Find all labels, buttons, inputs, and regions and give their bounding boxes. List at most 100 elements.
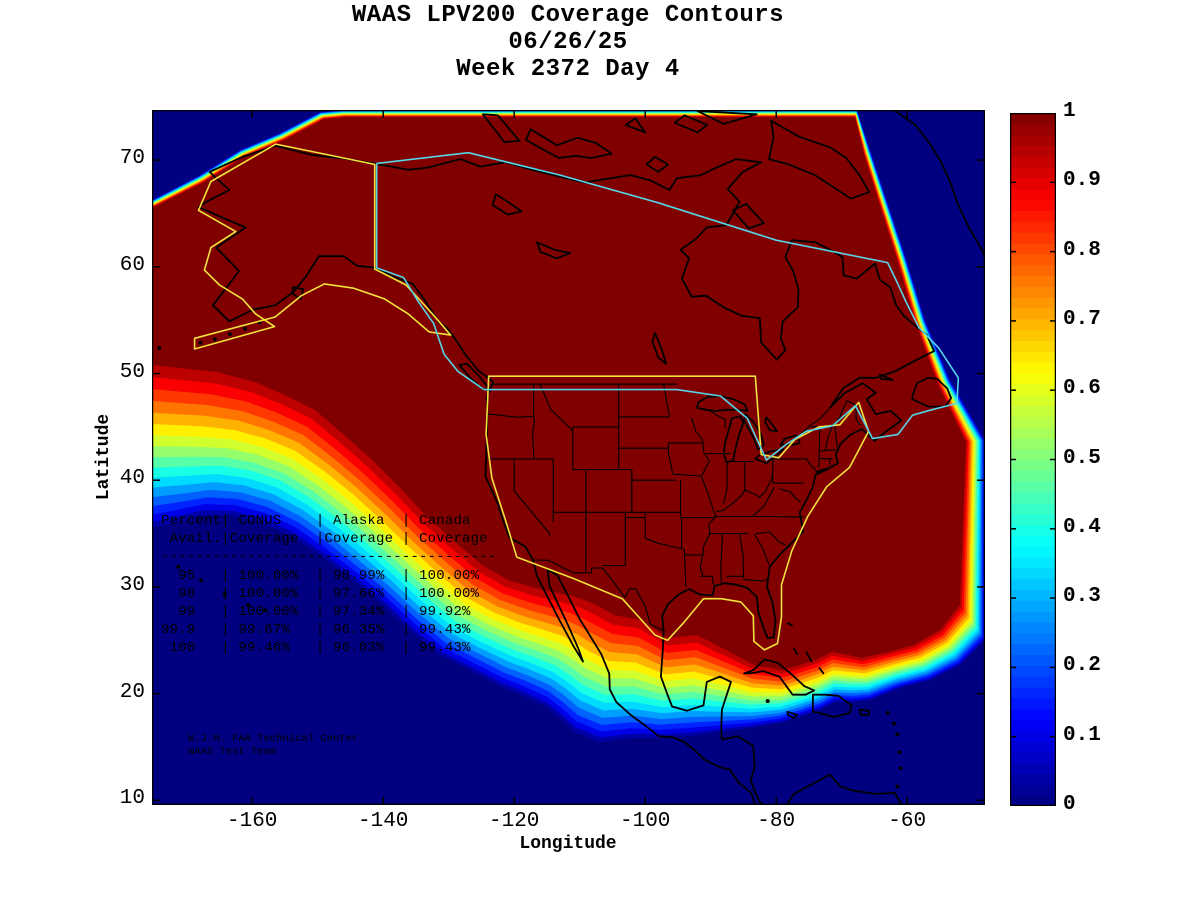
state-boundary — [602, 567, 664, 632]
colorbar-step — [1010, 676, 1056, 688]
island-or-lake-outline — [732, 203, 765, 230]
colorbar-step — [1010, 210, 1056, 222]
colorbar-step — [1010, 632, 1056, 645]
island-or-lake-outline — [812, 693, 853, 718]
chart-title: WAAS LPV200 Coverage Contours 06/26/25 W… — [168, 2, 968, 83]
colorbar-tick-label: 0.6 — [1063, 377, 1101, 401]
coverage-statistics-table: Percent| CONUS | Alaska | Canada Avail.|… — [161, 513, 497, 657]
state-boundary — [691, 417, 704, 444]
state-boundary — [722, 461, 728, 504]
island-or-lake-outline — [645, 156, 669, 173]
colorbar-tick-label: 0.5 — [1063, 446, 1101, 470]
colorbar-tick-label: 0.1 — [1063, 723, 1101, 747]
plot-frame — [152, 110, 985, 805]
colorbar-frame — [1010, 113, 1056, 806]
colorbar-step — [1010, 232, 1056, 244]
island-dot — [212, 337, 217, 342]
island-or-lake-outline — [878, 373, 894, 381]
colorbar-step — [1010, 795, 1056, 806]
state-boundary — [513, 458, 551, 536]
x-axis-label: Longitude — [519, 834, 617, 854]
state-boundary — [533, 559, 603, 574]
colorbar-step — [1010, 167, 1056, 179]
island-dot — [222, 592, 227, 597]
state-boundary — [681, 547, 687, 587]
island-or-lake-outline — [481, 113, 521, 143]
state-boundary — [720, 533, 724, 583]
island-or-lake-outline — [754, 448, 785, 465]
island-or-lake-outline — [458, 363, 492, 392]
colorbar-step — [1010, 697, 1056, 710]
colorbar-step — [1010, 762, 1056, 775]
y-tick-label: 70 — [119, 147, 145, 171]
state-boundary — [799, 408, 830, 436]
colorbar-step — [1010, 307, 1056, 320]
state-boundary — [779, 488, 801, 503]
colorbar-step — [1010, 502, 1056, 515]
colorbar-step — [1010, 264, 1056, 277]
coastline — [893, 110, 985, 262]
colorbar — [1010, 113, 1056, 806]
island-dot — [892, 721, 897, 726]
island-or-lake-outline — [768, 119, 871, 200]
island-or-lake-outline — [787, 622, 793, 627]
colorbar-tick-label: 0.2 — [1063, 654, 1101, 678]
island-dot — [895, 732, 900, 737]
colorbar-step — [1010, 145, 1056, 157]
island-or-lake-outline — [525, 128, 613, 159]
canada-coverage-outline — [375, 151, 960, 461]
island-or-lake-outline — [696, 110, 758, 125]
state-boundary — [742, 576, 767, 582]
colorbar-step — [1010, 221, 1056, 233]
colorbar-step — [1010, 372, 1056, 385]
island-or-lake-outline — [651, 332, 668, 365]
island-or-lake-outline — [696, 395, 749, 412]
chart-title-line1: WAAS LPV200 Coverage Contours — [351, 2, 785, 29]
colorbar-step — [1010, 524, 1056, 536]
colorbar-tick-label: 0 — [1063, 793, 1076, 816]
state-boundary — [820, 449, 837, 452]
colorbar-tick-label: 1 — [1063, 100, 1076, 123]
y-tick-label: 20 — [119, 680, 145, 704]
colorbar-step — [1010, 665, 1056, 677]
state-boundary — [806, 458, 817, 471]
island-or-lake-outline — [815, 467, 829, 474]
island-dot — [176, 564, 181, 569]
state-boundary — [716, 473, 774, 513]
y-axis-label: Latitude — [94, 413, 114, 501]
island-or-lake-outline — [859, 708, 871, 716]
state-boundary — [755, 531, 786, 546]
colorbar-step — [1010, 535, 1056, 547]
colorbar-step — [1010, 134, 1056, 147]
colorbar-tick-label: 0.3 — [1063, 585, 1101, 609]
colorbar-step — [1010, 394, 1056, 406]
y-tick-label: 40 — [119, 467, 145, 491]
colorbar-step — [1010, 578, 1056, 591]
state-boundary — [700, 575, 714, 585]
state-boundary — [824, 426, 833, 452]
state-boundary — [834, 400, 861, 426]
colorbar-step — [1010, 242, 1056, 255]
x-tick-label: -100 — [619, 810, 671, 833]
small-island-dots — [157, 320, 903, 789]
state-boundary — [753, 533, 770, 565]
island-or-lake-outline — [818, 667, 825, 675]
state-boundary — [532, 384, 536, 459]
x-tick-label: -140 — [357, 810, 409, 833]
colorbar-step — [1010, 156, 1056, 168]
colorbar-step — [1010, 751, 1056, 764]
colorbar-step — [1010, 459, 1056, 471]
colorbar-step — [1010, 297, 1056, 309]
state-boundary — [738, 533, 745, 577]
colorbar-step — [1010, 253, 1056, 266]
state-boundary — [680, 515, 804, 519]
colorbar-step — [1010, 329, 1056, 341]
colorbar-step — [1010, 741, 1056, 753]
colorbar-step — [1010, 567, 1056, 580]
state-boundary — [645, 537, 682, 550]
colorbar-step — [1010, 405, 1056, 417]
colorbar-step — [1010, 286, 1056, 298]
x-tick-label: -160 — [226, 810, 278, 833]
colorbar-step — [1010, 362, 1056, 374]
